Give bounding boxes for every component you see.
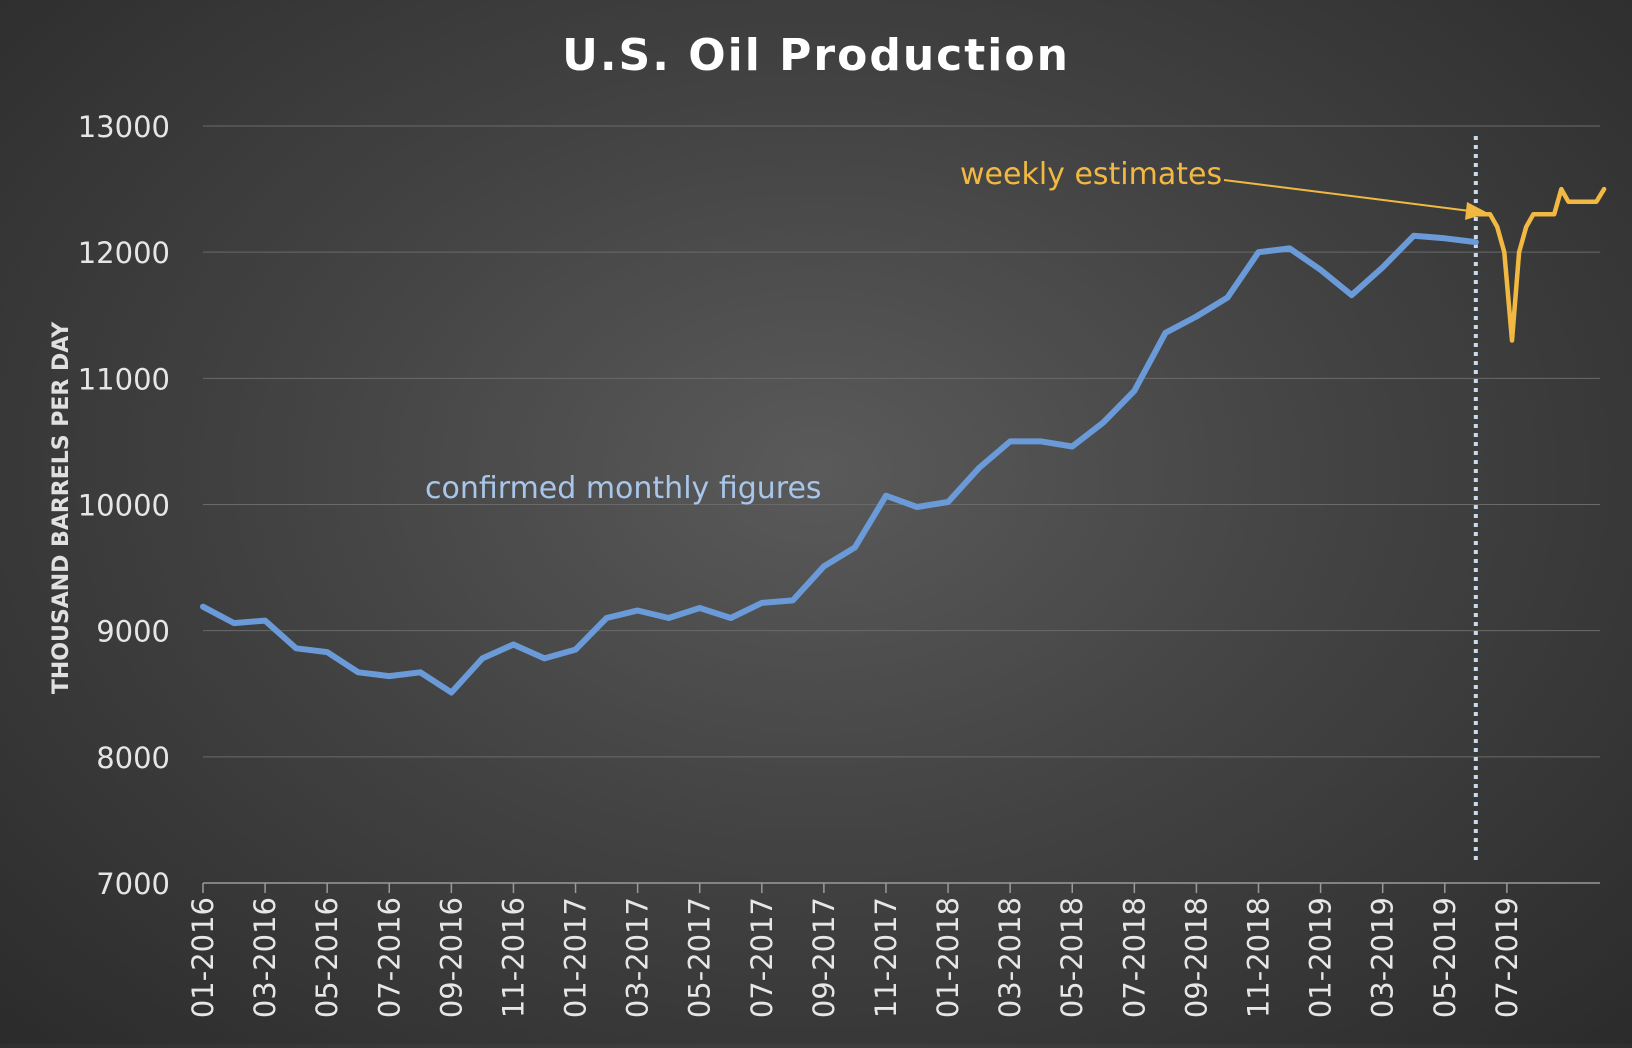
x-tick-label: 09-2017 <box>807 897 841 1018</box>
y-axis-label: THOUSAND BARRELS PER DAY <box>49 321 74 694</box>
x-tick-label: 07-2019 <box>1490 897 1524 1018</box>
x-tick-label: 09-2018 <box>1179 897 1213 1018</box>
x-tick-label: 03-2016 <box>248 897 282 1018</box>
annotation-arrow-line <box>1223 179 1471 212</box>
x-tick-label: 03-2018 <box>993 897 1027 1018</box>
annotation-arrow-head <box>1465 202 1488 220</box>
series-line-monthly <box>200 232 1479 696</box>
y-tick-label: 12000 <box>78 236 170 270</box>
x-tick-label: 01-2019 <box>1304 897 1338 1018</box>
x-tick-label: 05-2019 <box>1428 897 1462 1018</box>
x-tick-label: 07-2016 <box>372 897 406 1018</box>
x-tick-label: 09-2016 <box>434 897 468 1018</box>
annotation-weekly-estimates: weekly estimates <box>960 157 1222 192</box>
x-tick-label: 01-2016 <box>186 897 220 1018</box>
x-tick-label: 11-2016 <box>496 897 530 1018</box>
x-tick-label: 05-2018 <box>1055 897 1089 1018</box>
x-tick-label: 03-2017 <box>621 897 655 1018</box>
y-tick-label: 7000 <box>96 867 170 901</box>
annotation-confirmed-monthly: confirmed monthly figures <box>425 471 822 506</box>
series-line-weekly <box>1473 186 1607 343</box>
x-tick-label: 01-2018 <box>931 897 965 1018</box>
x-tick-label: 05-2016 <box>310 897 344 1018</box>
chart-title: U.S. Oil Production <box>562 30 1070 81</box>
series <box>200 186 1607 696</box>
x-tick-label: 05-2017 <box>683 897 717 1018</box>
y-tick-label: 10000 <box>78 489 170 523</box>
x-tick-label: 11-2017 <box>869 897 903 1018</box>
axes: 7000 8000 9000 10000 11000 12000 13000 01-2016 0… <box>78 110 1524 1018</box>
annotations: weekly estimates confirmed monthly figur… <box>425 157 1488 506</box>
x-tick-label: 07-2018 <box>1117 897 1151 1018</box>
x-tick-label: 11-2018 <box>1242 897 1276 1018</box>
y-tick-label: 11000 <box>78 362 170 396</box>
x-tick-label: 01-2017 <box>559 897 593 1018</box>
x-tick-label: 07-2017 <box>745 897 779 1018</box>
y-tick-label: 9000 <box>96 615 170 649</box>
x-tick-label: 03-2019 <box>1366 897 1400 1018</box>
gridlines <box>203 125 1600 884</box>
y-tick-label: 13000 <box>78 110 170 144</box>
y-tick-label: 8000 <box>96 741 170 775</box>
